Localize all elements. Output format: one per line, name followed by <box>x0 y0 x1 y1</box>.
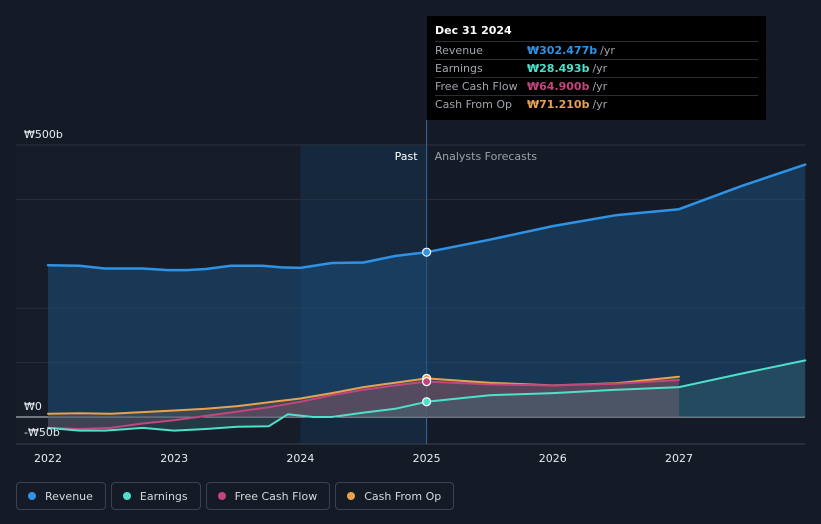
tooltip-value: ₩302.477b <box>527 44 598 57</box>
x-tick-label: 2024 <box>286 452 314 465</box>
tooltip-unit: /yr <box>600 44 615 57</box>
earnings-area <box>48 360 806 431</box>
earnings-marker <box>422 397 432 407</box>
tooltip-label: Cash From Op <box>435 98 513 111</box>
legend-label: Earnings <box>139 489 188 503</box>
tooltip-value: ₩71.210b <box>527 98 590 111</box>
tooltip-row-earnings: Earnings ₩28.493b /yr <box>435 59 758 77</box>
legend-label: Cash From Op <box>364 489 442 503</box>
legend: Revenue Earnings Free Cash Flow Cash Fro… <box>16 482 455 510</box>
legend-dot-icon <box>347 492 356 500</box>
tooltip-value: ₩64.900b <box>527 80 590 93</box>
x-tick-label: 2026 <box>539 452 567 465</box>
tooltip-value: ₩28.493b <box>527 62 590 75</box>
tooltip-date: Dec 31 2024 <box>435 24 512 37</box>
legend-label: Revenue <box>45 489 93 503</box>
legend-dot-icon <box>28 492 36 500</box>
tooltip-row-free-cash-flow: Free Cash Flow ₩64.900b /yr <box>435 77 758 95</box>
revenue-line <box>46 163 807 272</box>
y-tick-label: ₩0 <box>24 400 42 413</box>
x-tick-label: 2023 <box>160 452 188 465</box>
earnings-line <box>47 359 807 432</box>
y-tick-label: -₩50b <box>24 426 60 439</box>
x-tick-label: 2027 <box>665 452 693 465</box>
tooltip-label: Free Cash Flow <box>435 80 518 93</box>
tooltip-unit: /yr <box>592 98 608 111</box>
x-tick-label: 2025 <box>413 452 441 465</box>
tooltip: Dec 31 2024 Revenue ₩302.477b /yr Earnin… <box>427 16 766 120</box>
legend-item-revenue[interactable]: Revenue <box>16 482 106 510</box>
legend-item-earnings[interactable]: Earnings <box>110 482 201 510</box>
y-tick-label: ₩500b <box>24 128 63 141</box>
past-label: Past <box>395 150 419 163</box>
legend-label: Free Cash Flow <box>234 489 318 503</box>
cash-from-op-area <box>48 376 679 417</box>
tooltip-row-cash-from-op: Cash From Op ₩71.210b /yr <box>435 95 758 113</box>
free-cash-flow-line <box>47 379 680 430</box>
revenue-marker <box>422 247 432 257</box>
legend-dot-icon <box>217 492 226 500</box>
legend-item-cash-from-op[interactable]: Cash From Op <box>335 482 455 510</box>
revenue-area <box>48 164 806 417</box>
forecast-label: Analysts Forecasts <box>435 150 538 163</box>
legend-dot-icon <box>122 492 131 500</box>
tooltip-unit: /yr <box>592 80 608 93</box>
tooltip-row-revenue: Revenue ₩302.477b /yr <box>435 41 758 59</box>
legend-item-free-cash-flow[interactable]: Free Cash Flow <box>205 482 331 510</box>
free-cash-flow-marker <box>422 377 432 387</box>
tooltip-label: Revenue <box>435 44 483 57</box>
tooltip-unit: /yr <box>592 62 608 75</box>
tooltip-label: Earnings <box>435 62 483 75</box>
cash-from-op-line <box>47 375 680 415</box>
x-tick-label: 2022 <box>34 452 62 465</box>
